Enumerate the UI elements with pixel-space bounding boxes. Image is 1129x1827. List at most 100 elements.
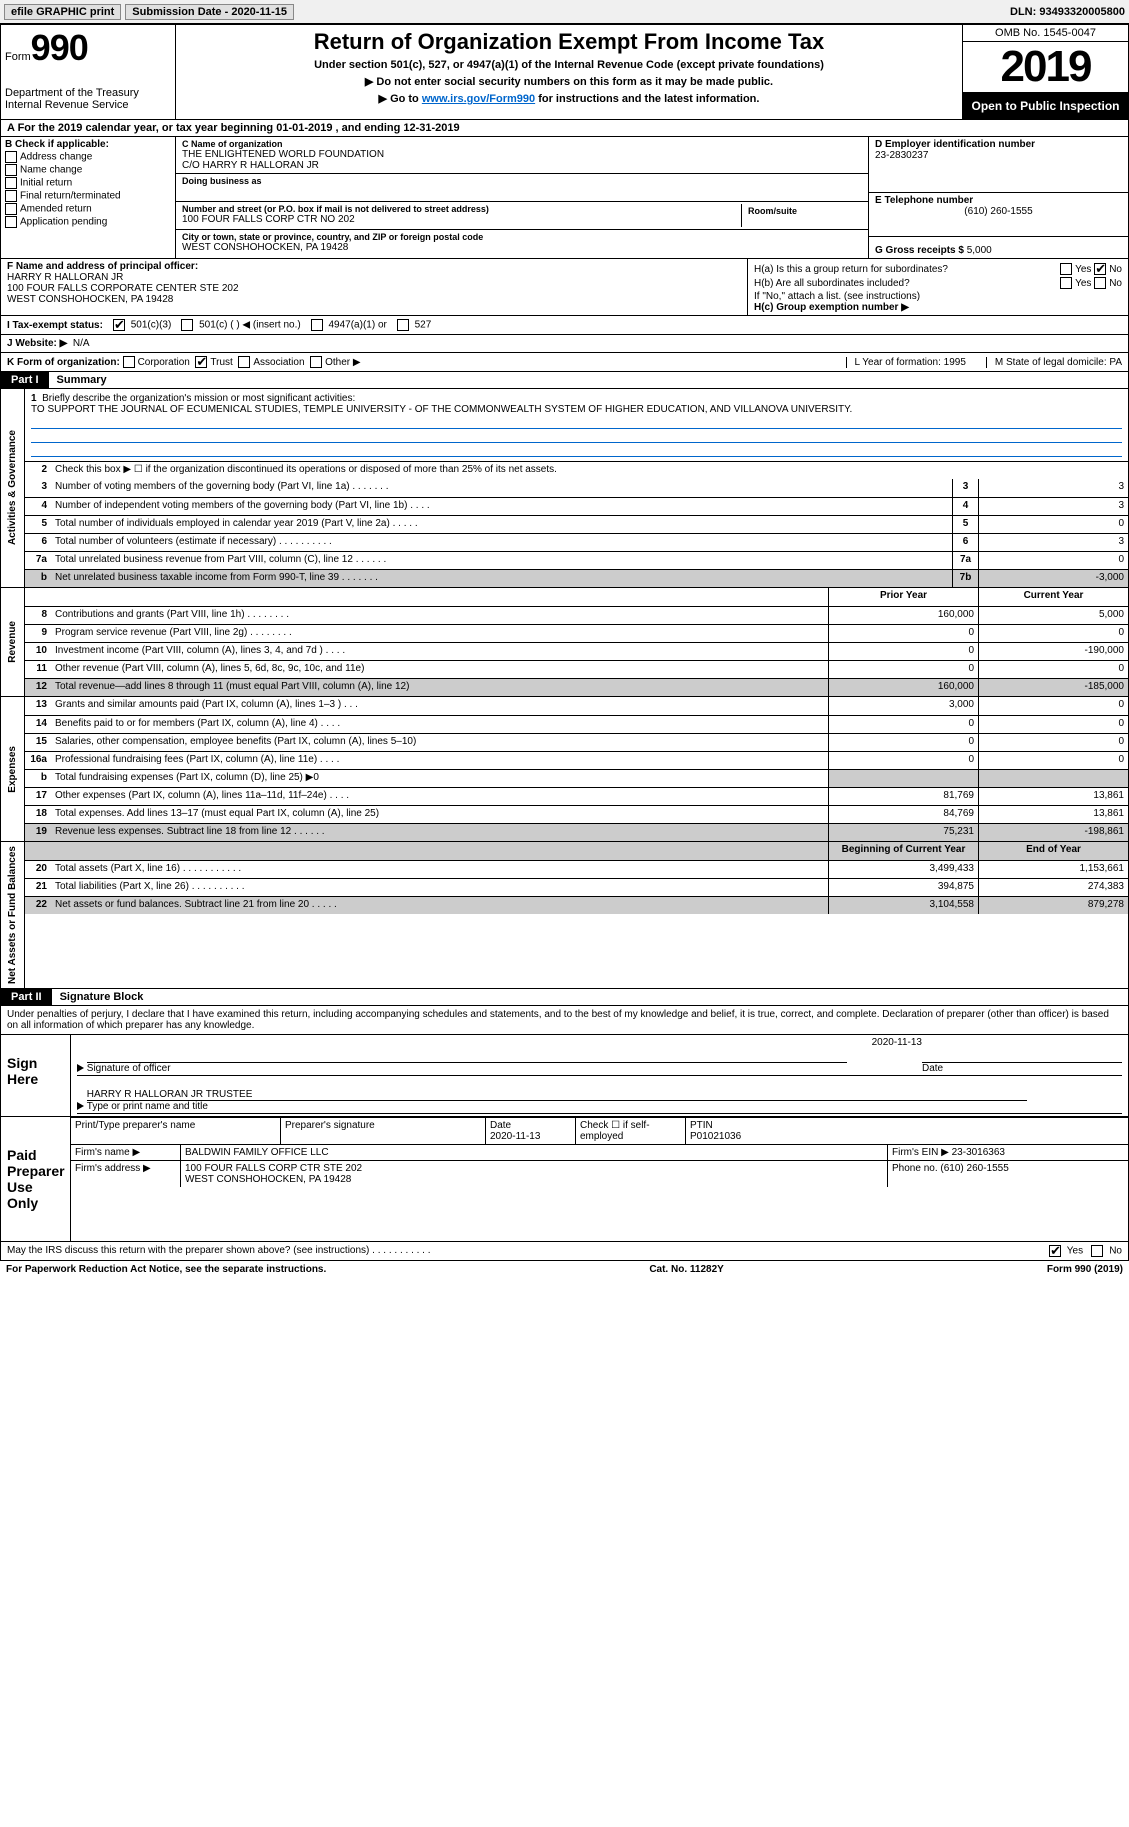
part2-bar: Part II [1, 989, 52, 1005]
checkbox-icon [5, 177, 17, 189]
checkbox-icon[interactable] [238, 356, 250, 368]
efile-button[interactable]: efile GRAPHIC print [4, 4, 121, 20]
line-desc: Investment income (Part VIII, column (A)… [51, 643, 828, 660]
website-value: N/A [73, 338, 90, 349]
instructions-link[interactable]: www.irs.gov/Form990 [422, 93, 535, 105]
line-desc: Total number of volunteers (estimate if … [51, 534, 952, 551]
hdr-date: Date [490, 1120, 511, 1131]
line-no: 15 [25, 734, 51, 751]
cell-no: 7a [952, 552, 978, 569]
period-prefix: A For the 2019 calendar year, or tax yea… [7, 122, 276, 134]
line-no: b [25, 770, 51, 787]
submission-date-button[interactable]: Submission Date - 2020-11-15 [125, 4, 294, 20]
prior-value: 0 [828, 734, 978, 751]
checkbox-icon[interactable] [1094, 263, 1106, 275]
table-row: 16a Professional fundraising fees (Part … [25, 751, 1128, 769]
table-row: 22 Net assets or fund balances. Subtract… [25, 896, 1128, 914]
chk-application-pending[interactable]: Application pending [5, 216, 171, 228]
dept-treasury: Department of the Treasury Internal Reve… [5, 87, 171, 111]
line-desc: Benefits paid to or for members (Part IX… [51, 716, 828, 733]
org-name-box: C Name of organization THE ENLIGHTENED W… [176, 137, 868, 174]
line-no: 9 [25, 625, 51, 642]
part1-bar: Part I [1, 372, 49, 388]
checkbox-icon[interactable] [113, 319, 125, 331]
checkbox-icon[interactable] [1060, 277, 1072, 289]
prior-value: 3,104,558 [828, 897, 978, 914]
hb-line: H(b) Are all subordinates included? Yes … [754, 277, 1122, 289]
period-mid: , and ending [332, 122, 403, 134]
officer-label: F Name and address of principal officer: [7, 261, 741, 272]
period-line: A For the 2019 calendar year, or tax yea… [0, 120, 1129, 137]
checkbox-icon[interactable] [195, 356, 207, 368]
date-label: Date [922, 1063, 943, 1074]
prior-value: 3,000 [828, 697, 978, 715]
summary-table: Activities & Governance 1 Briefly descri… [0, 389, 1129, 989]
prior-value: 81,769 [828, 788, 978, 805]
name-line[interactable]: HARRY R HALLORAN JR TRUSTEEType or print… [77, 1086, 1122, 1114]
paid-preparer-block: Paid Preparer Use Only Print/Type prepar… [0, 1117, 1129, 1242]
gross-value: 5,000 [967, 245, 992, 256]
prior-value: 3,499,433 [828, 861, 978, 878]
checkbox-icon[interactable] [311, 319, 323, 331]
line-1: 1 Briefly describe the organization's mi… [25, 389, 1128, 461]
checkbox-icon[interactable] [1060, 263, 1072, 275]
year-formation: L Year of formation: 1995 [846, 357, 966, 368]
i-501c3: 501(c)(3) [131, 320, 172, 331]
chk-final-return[interactable]: Final return/terminated [5, 190, 171, 202]
line-no: 21 [25, 879, 51, 896]
checkbox-icon[interactable] [1091, 1245, 1103, 1257]
table-row: b Net unrelated business taxable income … [25, 569, 1128, 587]
yes-label: Yes [1067, 1246, 1083, 1257]
cell-value: 3 [978, 498, 1128, 515]
rev-header: Prior Year Current Year [25, 588, 1128, 606]
checkbox-icon[interactable] [1094, 277, 1106, 289]
chk-name-change[interactable]: Name change [5, 164, 171, 176]
table-row: 20 Total assets (Part X, line 16) . . . … [25, 860, 1128, 878]
form-990-footer: Form 990 (2019) [1047, 1264, 1123, 1275]
org-name-2: C/O HARRY R HALLORAN JR [182, 160, 862, 171]
col-c: C Name of organization THE ENLIGHTENED W… [176, 137, 868, 258]
signature-line[interactable]: Signature of officer Date [77, 1048, 1122, 1076]
line-desc: Other revenue (Part VIII, column (A), li… [51, 661, 828, 678]
street-value: 100 FOUR FALLS CORP CTR NO 202 [182, 214, 741, 225]
officer-name: HARRY R HALLORAN JR [7, 272, 741, 283]
checkbox-icon[interactable] [310, 356, 322, 368]
line-no: 12 [25, 679, 51, 696]
line-desc: Total unrelated business revenue from Pa… [51, 552, 952, 569]
sub3-pre: ▶ Go to [379, 93, 422, 105]
line-desc: Grants and similar amounts paid (Part IX… [51, 697, 828, 715]
i-527: 527 [415, 320, 432, 331]
dba-box: Doing business as [176, 174, 868, 202]
line-no: 16a [25, 752, 51, 769]
checkbox-icon[interactable] [123, 356, 135, 368]
yes-label: Yes [1075, 278, 1091, 289]
line-no: 11 [25, 661, 51, 678]
checkbox-icon[interactable] [181, 319, 193, 331]
table-row: 3 Number of voting members of the govern… [25, 479, 1128, 497]
line-no: 8 [25, 607, 51, 624]
submission-label: Submission Date - [132, 6, 231, 18]
prior-value: 160,000 [828, 679, 978, 696]
chk-address-change[interactable]: Address change [5, 151, 171, 163]
dln: DLN: 93493320005800 [1010, 6, 1125, 18]
form-header: Form990 Department of the Treasury Inter… [0, 24, 1129, 120]
k-other: Other ▶ [325, 357, 360, 368]
gross-receipts-box: G Gross receipts $ 5,000 [869, 237, 1128, 258]
table-row: 9 Program service revenue (Part VIII, li… [25, 624, 1128, 642]
cell-value: 0 [978, 516, 1128, 533]
checkbox-icon[interactable] [397, 319, 409, 331]
line-no: 3 [25, 479, 51, 497]
form-id-box: Form990 Department of the Treasury Inter… [1, 25, 176, 119]
city-label: City or town, state or province, country… [182, 232, 862, 242]
cat-no: Cat. No. 11282Y [649, 1264, 723, 1275]
section-revenue: Revenue Prior Year Current Year 8 Contri… [1, 587, 1128, 696]
underline [31, 415, 1122, 429]
chk-amended-return[interactable]: Amended return [5, 203, 171, 215]
checkbox-icon[interactable] [1049, 1245, 1061, 1257]
chk-initial-return[interactable]: Initial return [5, 177, 171, 189]
dba-label: Doing business as [182, 176, 862, 186]
current-value: 13,861 [978, 806, 1128, 823]
line-no: 4 [25, 498, 51, 515]
side-balances: Net Assets or Fund Balances [7, 842, 18, 988]
form-number: 990 [31, 27, 88, 68]
